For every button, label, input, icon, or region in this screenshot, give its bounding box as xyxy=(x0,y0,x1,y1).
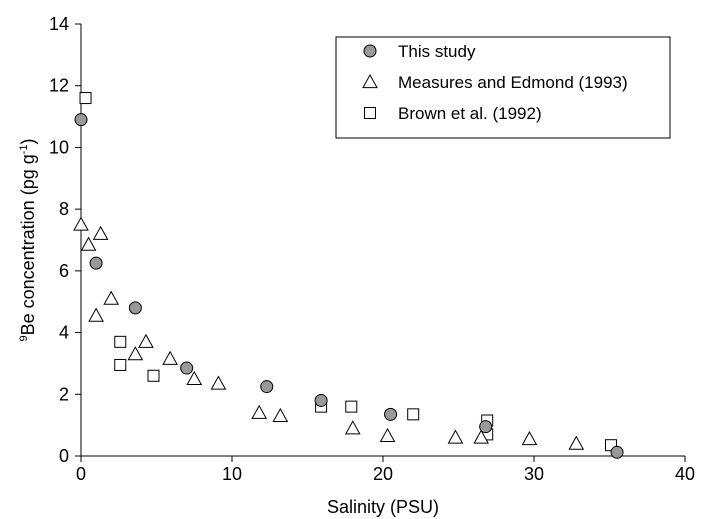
x-tick-label: 30 xyxy=(524,464,544,484)
data-point-triangle xyxy=(473,429,489,444)
data-point-triangle xyxy=(162,350,178,365)
y-tick-label: 2 xyxy=(59,384,69,404)
series-square xyxy=(79,92,618,452)
data-point-triangle xyxy=(73,216,89,231)
legend: This study Measures and Edmond (1993) Brow… xyxy=(335,36,671,139)
legend-entry: This study xyxy=(363,42,476,61)
y-axis-title-close: ) xyxy=(18,138,38,144)
legend-box xyxy=(335,36,671,139)
data-point-circle xyxy=(89,256,103,270)
data-point-triangle xyxy=(103,290,120,305)
data-point-triangle xyxy=(447,429,464,444)
data-point-triangle xyxy=(88,307,104,322)
data-point-triangle xyxy=(379,427,396,443)
x-tick-label: 10 xyxy=(222,464,242,484)
y-tick-label: 14 xyxy=(49,14,69,34)
x-axis-title: Salinity (PSU) xyxy=(327,497,439,517)
data-point-triangle xyxy=(210,375,227,390)
data-point-triangle xyxy=(92,225,109,240)
legend-label: Measures and Edmond (1993) xyxy=(398,73,628,92)
data-point-circle xyxy=(610,445,624,459)
data-point-circle xyxy=(128,301,142,315)
series-circle xyxy=(74,113,624,459)
data-point-square xyxy=(147,369,160,382)
y-tick-label: 4 xyxy=(59,323,69,343)
legend-label: Brown et al. (1992) xyxy=(398,104,542,123)
y-tick-label: 0 xyxy=(59,446,69,466)
x-tick-label: 0 xyxy=(76,464,86,484)
data-point-triangle xyxy=(521,430,538,446)
y-axis-title-exponent: -1 xyxy=(18,144,30,154)
data-point-circle xyxy=(180,361,194,375)
data-point-square xyxy=(114,335,127,348)
data-point-square xyxy=(345,400,358,413)
data-point-square xyxy=(114,358,127,371)
x-tick-label: 20 xyxy=(373,464,393,484)
data-point-square xyxy=(407,408,420,421)
data-point-triangle xyxy=(80,236,97,251)
data-point-triangle xyxy=(127,346,144,361)
data-point-circle xyxy=(384,407,398,421)
legend-marker-square xyxy=(364,107,376,119)
x-tick-label: 40 xyxy=(675,464,695,484)
data-point-square xyxy=(79,92,92,105)
data-point-triangle xyxy=(344,420,361,435)
data-point-circle xyxy=(314,393,328,407)
legend-entry: Measures and Edmond (1993) xyxy=(362,73,628,92)
y-axis-title: 9Be concentration (pg g-1) xyxy=(18,138,38,341)
data-point-circle xyxy=(260,380,274,394)
data-point-circle xyxy=(479,420,493,434)
y-axis-title-superscript: 9 xyxy=(18,335,30,341)
y-tick-label: 10 xyxy=(49,137,69,157)
legend-entry: Brown et al. (1992) xyxy=(364,104,542,123)
data-points xyxy=(73,92,624,459)
data-point-triangle xyxy=(251,404,268,419)
data-point-triangle xyxy=(138,333,154,348)
data-point-triangle xyxy=(568,435,585,450)
legend-marker-triangle xyxy=(362,73,378,89)
axis-ticks: 0 10 20 30 40 0 2 4 6 8 10 12 14 xyxy=(49,14,695,484)
data-point-circle xyxy=(74,113,88,127)
y-tick-label: 8 xyxy=(59,199,69,219)
legend-marker-circle xyxy=(363,44,377,58)
y-axis-title-main: Be concentration (pg g xyxy=(18,154,38,335)
data-point-triangle xyxy=(186,370,203,385)
y-tick-label: 12 xyxy=(49,76,69,96)
data-point-triangle xyxy=(272,407,289,422)
series-triangle xyxy=(73,216,585,450)
y-tick-label: 6 xyxy=(59,261,69,281)
legend-label: This study xyxy=(398,42,476,61)
